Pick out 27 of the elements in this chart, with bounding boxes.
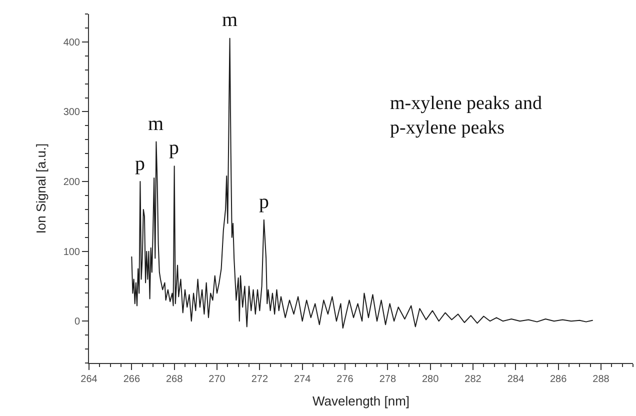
x-tick-label: 266	[123, 374, 140, 385]
y-axis-title: Ion Signal [a.u.]	[33, 143, 48, 234]
annotation: m-xylene peaks and p-xylene peaks	[390, 93, 542, 139]
x-tick-label: 276	[336, 374, 354, 385]
x-tick-label: 264	[80, 374, 98, 385]
x-tick-label: 282	[464, 374, 482, 385]
annotation: m	[222, 9, 238, 31]
annotation: p	[259, 191, 269, 213]
y-tick-label: 400	[63, 37, 80, 48]
annotation: m	[148, 113, 164, 135]
x-tick-label: 278	[379, 374, 396, 385]
x-tick-label: 286	[550, 374, 568, 385]
x-tick-label: 284	[507, 374, 524, 385]
annotation: p	[135, 153, 145, 175]
x-tick-label: 270	[208, 374, 226, 385]
x-tick-label: 272	[251, 374, 268, 385]
x-tick-label: 274	[294, 374, 312, 385]
x-tick-label: 288	[592, 374, 610, 385]
x-tick-label: 268	[166, 374, 184, 385]
x-axis-title: Wavelength [nm]	[312, 394, 410, 409]
annotation: p	[169, 137, 179, 159]
y-tick-label: 100	[63, 246, 80, 258]
line-series	[131, 38, 593, 329]
y-tick-label: 300	[63, 107, 80, 118]
x-tick-label: 280	[422, 374, 440, 385]
y-tick-label: 0	[74, 316, 80, 328]
y-tick-label: 200	[63, 177, 80, 188]
